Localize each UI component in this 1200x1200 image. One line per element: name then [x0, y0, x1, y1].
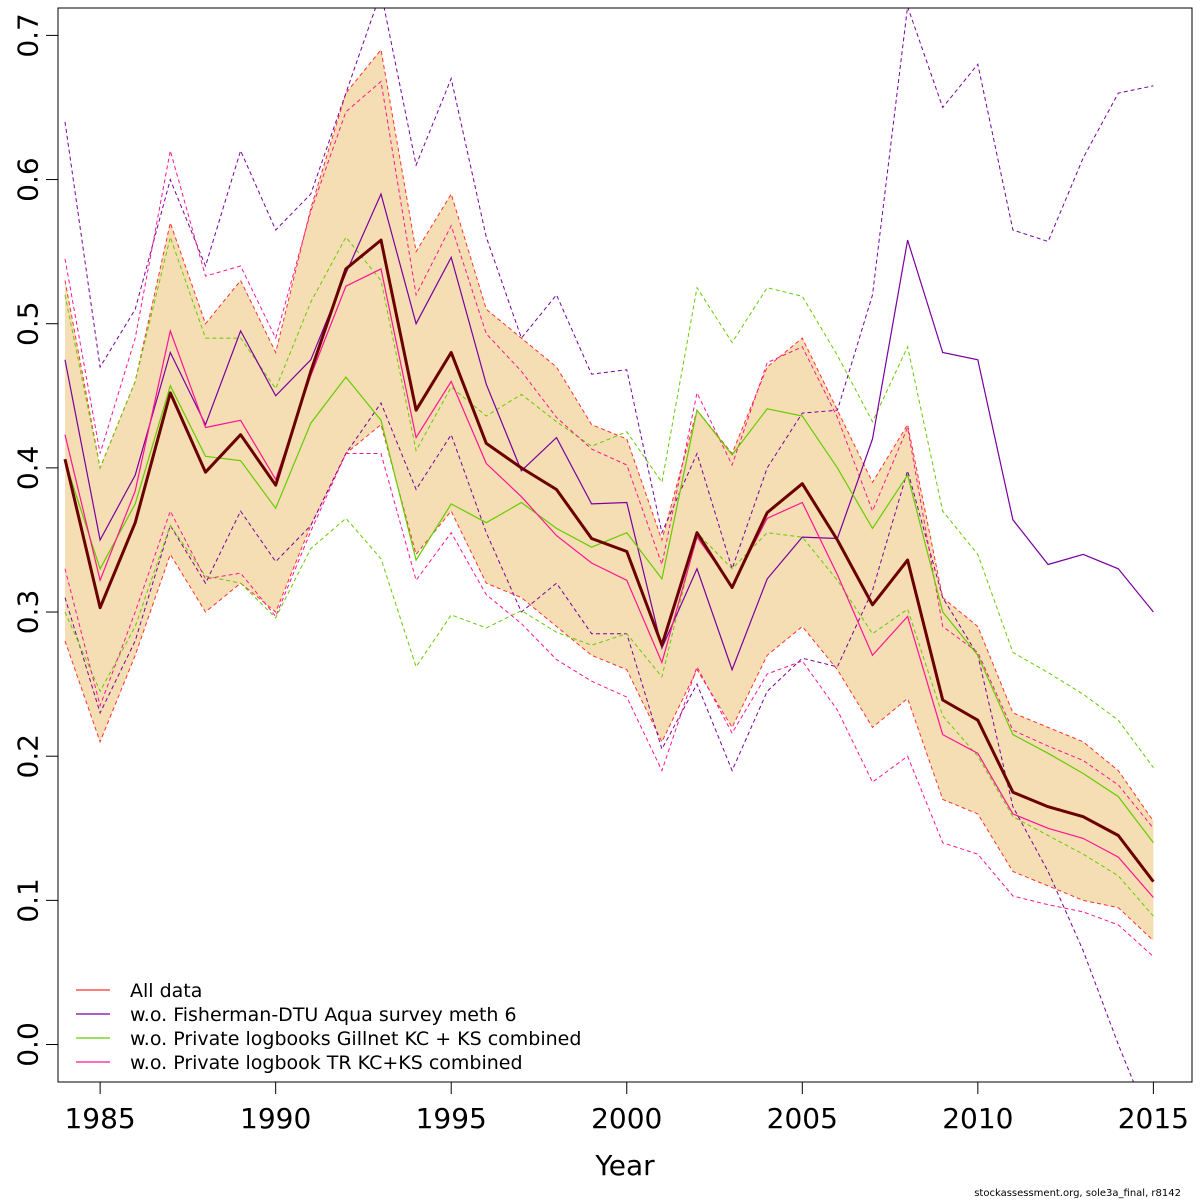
y-tick-label: 0.6 [11, 157, 44, 202]
legend-label: w.o. Private logbook TR KC+KS combined [130, 1052, 523, 1074]
x-tick-label: 1990 [240, 1102, 311, 1135]
series-line-gillnet [64, 376, 1154, 844]
x-tick-label: 2000 [591, 1102, 662, 1135]
legend-label: All data [130, 980, 202, 1002]
series-line-fisherman [64, 192, 1154, 672]
band-lower-line [64, 423, 1154, 942]
x-tick-label: 2010 [942, 1102, 1013, 1135]
series-line-main [63, 238, 1155, 883]
plot-area [63, 8, 1155, 1082]
x-tick-label: 1985 [64, 1102, 135, 1135]
series-lower-fisherman [64, 401, 1135, 1082]
axes: 1985 1990 1995 2000 2005 2010 2015 0.0 0.1 0.2 0.3… [11, 13, 1189, 1135]
y-tick-label: 0.5 [12, 301, 45, 346]
series-upper-tr [64, 80, 1154, 829]
x-tick-label: 2005 [767, 1102, 838, 1135]
y-tick-label: 0.0 [12, 1022, 45, 1067]
legend-label: w.o. Private logbooks Gillnet KC + KS co… [130, 1028, 581, 1050]
series-upper-gillnet [64, 235, 1154, 768]
x-tick-label: 2015 [1118, 1102, 1189, 1135]
series-lower-tr [64, 453, 1154, 957]
series-lower-gillnet [64, 517, 1154, 917]
y-tick-label: 0.2 [11, 734, 44, 779]
y-tick-label: 0.1 [11, 878, 44, 923]
y-tick-label: 0.7 [11, 13, 44, 58]
y-tick-label: 0.3 [12, 590, 45, 635]
y-tick-label: 0.4 [11, 446, 44, 491]
legend-label: w.o. Fisherman-DTU Aqua survey meth 6 [130, 1004, 517, 1026]
x-axis-title: Year [594, 1149, 655, 1182]
x-tick-label: 1995 [416, 1102, 487, 1135]
credit-text: stockassessment.org, sole3a_final, r8142 [974, 1188, 1181, 1199]
band-upper-line [64, 48, 1154, 822]
series-line-tr [64, 268, 1154, 898]
confidence-band [65, 49, 1154, 941]
